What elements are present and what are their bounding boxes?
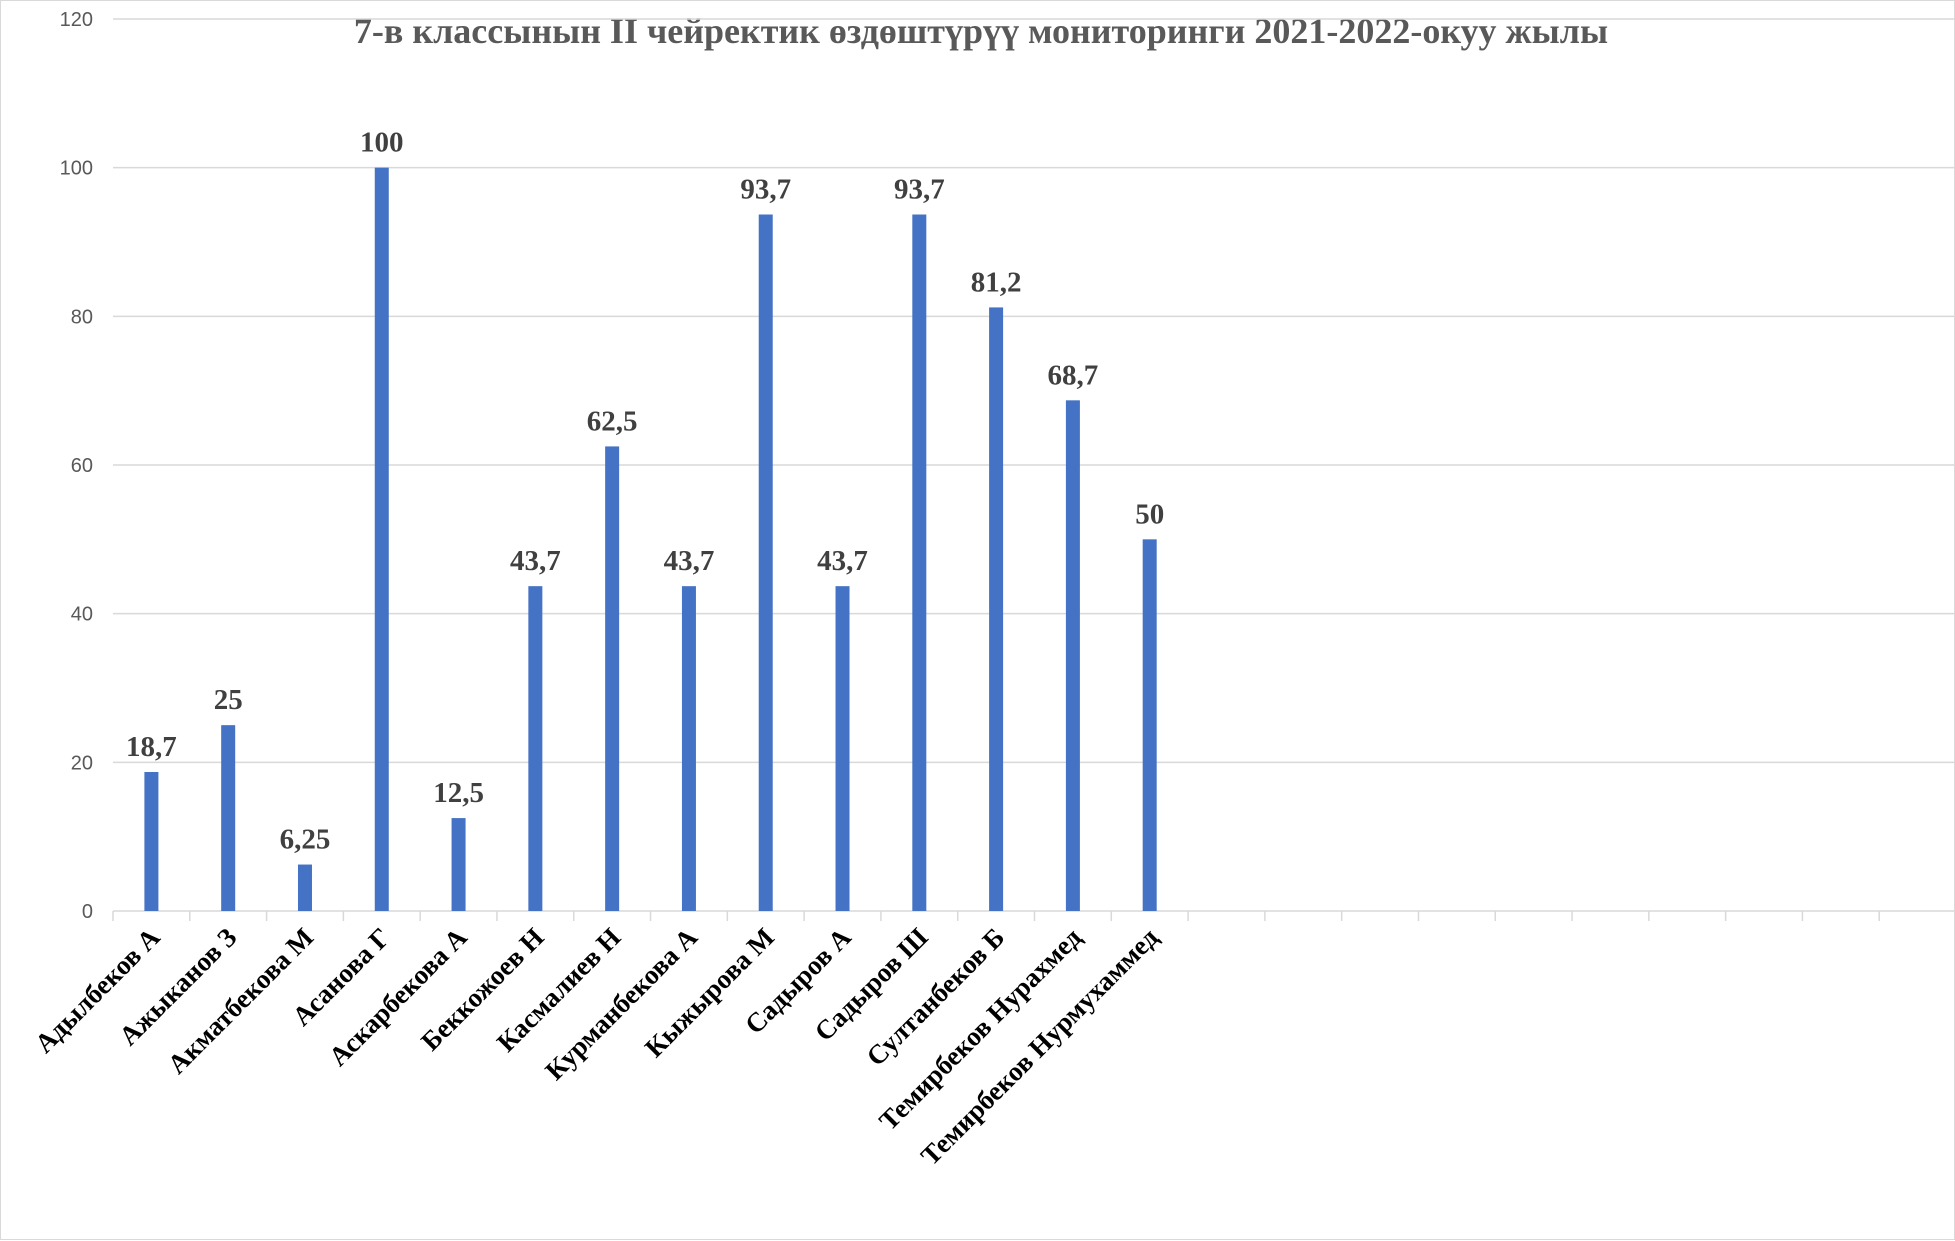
data-label: 12,5: [433, 777, 484, 809]
y-tick-label: 80: [71, 306, 93, 328]
bar: [681, 586, 696, 911]
y-tick-label: 40: [71, 604, 93, 626]
data-labels: 18,7 25 6,25 100 12,5 43,7 62,5 43,7 93,7 43,7 93,…: [126, 127, 1164, 856]
data-label: 62,5: [587, 405, 638, 437]
x-tick-label: Султанбеков Б: [861, 922, 1011, 1072]
y-tick-label: 20: [71, 752, 93, 774]
data-label: 43,7: [817, 545, 868, 577]
y-tick-label: 100: [60, 158, 93, 180]
data-label: 43,7: [510, 545, 561, 577]
data-label: 68,7: [1048, 359, 1099, 391]
data-label: 6,25: [280, 824, 331, 856]
bar: [297, 864, 312, 911]
bar: [144, 771, 159, 911]
y-tick-label: 60: [71, 455, 93, 477]
data-label: 100: [360, 127, 404, 159]
bar: [221, 725, 236, 911]
bar: [1142, 539, 1157, 911]
bar: [605, 446, 620, 911]
data-label: 81,2: [971, 266, 1022, 298]
bar: [528, 586, 543, 911]
y-axis: 0 20 40 60 80 100 120: [60, 9, 93, 923]
y-tick-label: 120: [60, 9, 93, 31]
chart-title: 7-в классынын II чейректик өздөштүрүү мо…: [354, 11, 1608, 51]
bar: [758, 214, 773, 911]
data-label: 43,7: [664, 545, 715, 577]
bar: [912, 214, 927, 911]
bar: [1065, 400, 1080, 911]
bars: [144, 167, 1157, 911]
bar: [374, 167, 389, 911]
bar: [835, 586, 850, 911]
data-label: 25: [214, 684, 243, 716]
y-tick-label: 0: [82, 901, 93, 923]
data-label: 93,7: [894, 173, 945, 205]
data-label: 18,7: [126, 731, 177, 763]
data-label: 50: [1135, 498, 1164, 530]
data-label: 93,7: [740, 173, 791, 205]
bar: [451, 818, 466, 911]
gridlines: [113, 18, 1955, 764]
bar: [989, 307, 1004, 911]
x-tick-label: Аскарбекова А: [323, 922, 473, 1072]
